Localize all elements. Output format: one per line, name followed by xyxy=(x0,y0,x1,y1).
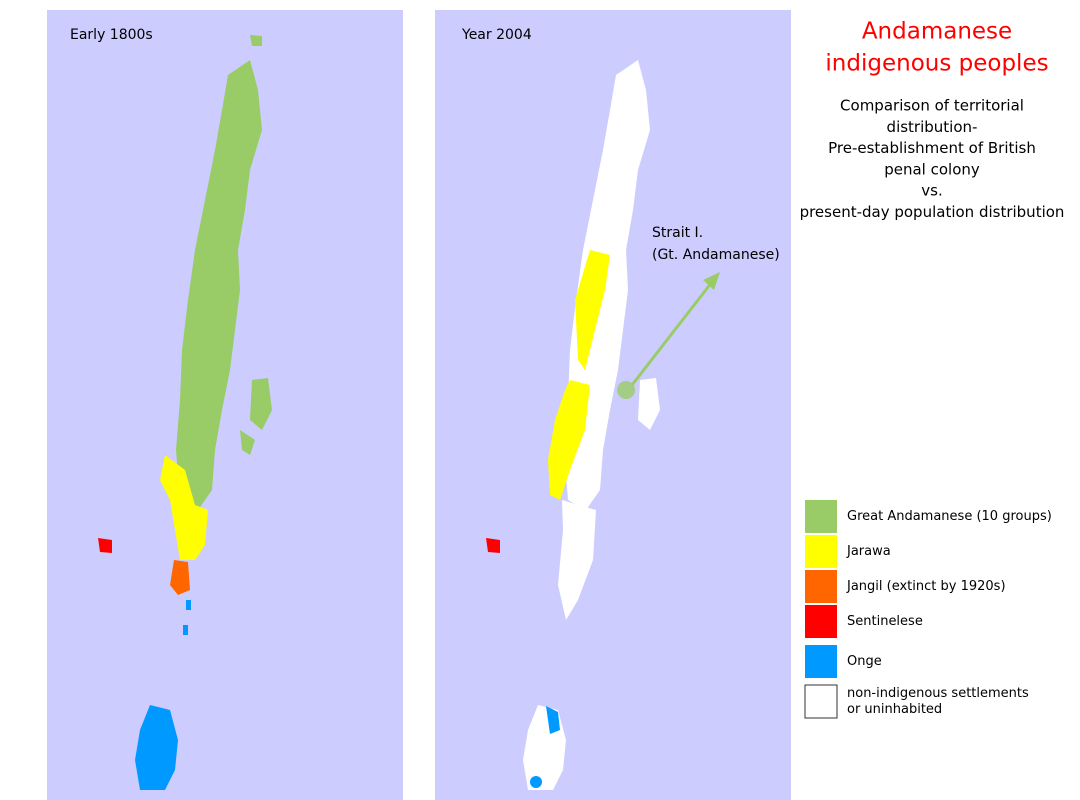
subtitle-line: penal colony xyxy=(884,160,980,178)
legend-swatch xyxy=(805,605,837,638)
island xyxy=(250,35,262,46)
annotation-line: Strait I. xyxy=(652,225,703,241)
legend-label: or uninhabited xyxy=(847,702,942,717)
island xyxy=(530,776,542,788)
island xyxy=(170,560,190,595)
island xyxy=(240,430,255,455)
panel-title: Early 1800s xyxy=(70,27,153,43)
legend-label: Great Andamanese (10 groups) xyxy=(847,509,1052,524)
subtitle: Comparison of territorial distribution- Pr… xyxy=(800,97,1065,222)
island xyxy=(486,538,500,553)
island xyxy=(183,625,188,635)
strait-island-marker xyxy=(617,381,635,399)
island xyxy=(638,378,660,430)
island xyxy=(160,455,208,560)
legend-swatch xyxy=(805,500,837,533)
islands-2004 xyxy=(486,60,720,790)
annotation-arrow xyxy=(630,281,714,386)
island xyxy=(250,378,272,430)
legend-label: Sentinelese xyxy=(847,614,923,629)
legend: Great Andamanese (10 groups) Jarawa Jangil… xyxy=(804,500,1052,719)
island xyxy=(186,600,191,610)
island xyxy=(546,706,560,734)
title-line: indigenous peoples xyxy=(825,51,1048,77)
island xyxy=(176,60,262,510)
legend-swatch xyxy=(805,535,837,568)
legend-label: Jangil (extinct by 1920s) xyxy=(846,579,1006,594)
island xyxy=(135,705,178,790)
legend-label: non-indigenous settlements xyxy=(847,686,1029,701)
annotation-arrowhead xyxy=(703,272,720,290)
title-line: Andamanese xyxy=(862,19,1012,45)
island xyxy=(558,500,596,620)
subtitle-line: Pre-establishment of British xyxy=(828,139,1036,157)
annotation-line: (Gt. Andamanese) xyxy=(652,247,780,263)
island xyxy=(98,538,112,553)
legend-swatch xyxy=(805,570,837,603)
legend-label: Onge xyxy=(847,654,882,669)
annotation: Strait I. (Gt. Andamanese) xyxy=(652,225,780,263)
subtitle-line: Comparison of territorial xyxy=(840,97,1024,115)
legend-swatch xyxy=(804,684,838,719)
panel-title: Year 2004 xyxy=(461,27,532,43)
subtitle-line: present-day population distribution xyxy=(800,203,1065,221)
island xyxy=(575,250,610,370)
island xyxy=(548,380,590,500)
title: Andamanese indigenous peoples xyxy=(825,19,1048,77)
legend-label: Jarawa xyxy=(846,544,891,559)
subtitle-line: distribution- xyxy=(887,118,978,136)
legend-swatch xyxy=(805,645,837,678)
islands-1800s xyxy=(98,35,272,790)
subtitle-line: vs. xyxy=(921,182,942,200)
